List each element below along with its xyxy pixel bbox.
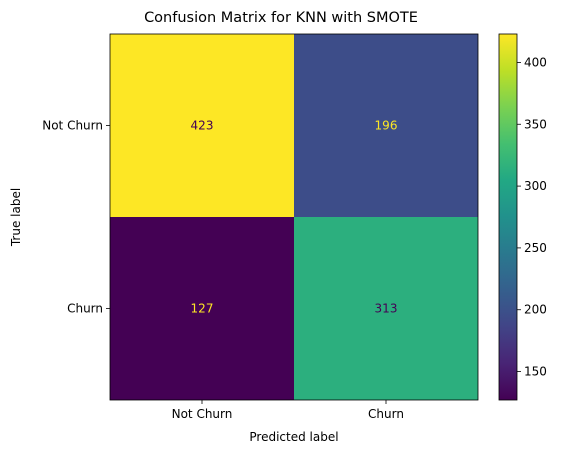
cell-value-label: 127 (191, 302, 214, 316)
colorbar-tick-label: 200 (524, 303, 547, 317)
colorbar-tick-label: 250 (524, 241, 547, 255)
y-axis-label: True label (9, 188, 23, 247)
x-axis-label: Predicted label (249, 430, 338, 444)
x-tick-label: Not Churn (172, 407, 233, 421)
cell-value-labels: 423 196 127 313 (191, 119, 398, 316)
x-axis-ticks: Not Churn Churn (172, 400, 404, 421)
colorbar (498, 33, 518, 401)
cell-value-label: 423 (191, 119, 214, 133)
matrix-cell (294, 34, 478, 217)
colorbar-tick-label: 350 (524, 117, 547, 131)
matrix-cell (294, 217, 478, 400)
colorbar-ticks: 150 200 250 300 350 400 (517, 55, 547, 379)
chart-title: Confusion Matrix for KNN with SMOTE (144, 10, 418, 26)
colorbar-tick-label: 400 (524, 55, 547, 69)
y-tick-label: Not Churn (42, 119, 103, 133)
cell-value-label: 196 (375, 119, 398, 133)
colorbar-tick-label: 300 (524, 179, 547, 193)
matrix-cell (110, 217, 294, 400)
y-axis-ticks: Not Churn Churn (42, 119, 110, 316)
x-tick-label: Churn (368, 407, 404, 421)
cell-value-label: 313 (375, 302, 398, 316)
matrix-frame (109, 33, 479, 401)
matrix-cell (110, 34, 294, 217)
colorbar-tick-label: 150 (524, 365, 547, 379)
y-tick-label: Churn (67, 302, 103, 316)
matrix-cells (110, 34, 478, 400)
